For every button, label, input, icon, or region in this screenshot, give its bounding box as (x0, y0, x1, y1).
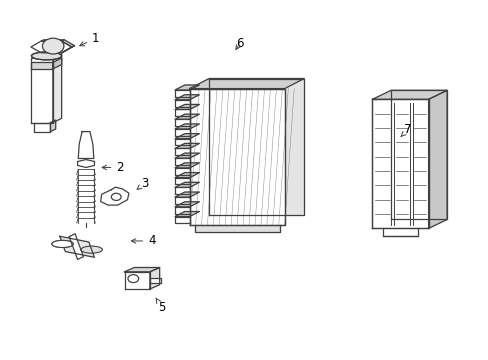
Polygon shape (78, 132, 94, 158)
Polygon shape (31, 41, 72, 53)
Polygon shape (372, 90, 446, 99)
Circle shape (42, 38, 64, 54)
Polygon shape (69, 234, 83, 260)
Circle shape (111, 193, 121, 201)
Polygon shape (175, 187, 189, 194)
Polygon shape (175, 90, 189, 97)
Polygon shape (61, 46, 74, 53)
Polygon shape (175, 177, 189, 184)
Circle shape (128, 275, 139, 283)
Polygon shape (31, 58, 53, 123)
Polygon shape (175, 212, 199, 217)
Polygon shape (427, 90, 446, 228)
Polygon shape (78, 159, 94, 167)
Polygon shape (189, 78, 304, 89)
Polygon shape (189, 89, 284, 225)
Polygon shape (175, 153, 199, 158)
Polygon shape (390, 90, 446, 220)
Polygon shape (175, 100, 189, 107)
Polygon shape (60, 236, 94, 257)
Polygon shape (50, 120, 56, 132)
Polygon shape (175, 119, 189, 126)
Ellipse shape (52, 240, 73, 247)
Polygon shape (175, 172, 199, 177)
Polygon shape (175, 114, 199, 119)
Polygon shape (175, 139, 189, 145)
Polygon shape (124, 267, 159, 272)
Polygon shape (53, 58, 61, 69)
Polygon shape (175, 85, 199, 90)
Polygon shape (175, 148, 189, 155)
Text: 1: 1 (80, 32, 100, 46)
Text: 6: 6 (235, 37, 243, 50)
Polygon shape (175, 217, 189, 223)
Polygon shape (175, 182, 199, 187)
Polygon shape (194, 225, 279, 232)
Ellipse shape (52, 240, 73, 247)
Polygon shape (383, 228, 417, 236)
Polygon shape (61, 40, 74, 47)
Polygon shape (175, 143, 199, 148)
Ellipse shape (31, 52, 61, 60)
Polygon shape (175, 197, 189, 204)
Polygon shape (175, 163, 199, 168)
Polygon shape (34, 123, 50, 132)
Polygon shape (175, 168, 189, 175)
Polygon shape (372, 99, 427, 228)
Polygon shape (175, 124, 199, 129)
Polygon shape (175, 207, 189, 213)
Text: 5: 5 (156, 298, 165, 314)
Polygon shape (175, 192, 199, 197)
Polygon shape (175, 129, 189, 136)
Polygon shape (175, 134, 199, 139)
Polygon shape (175, 202, 199, 207)
Polygon shape (175, 109, 189, 116)
Text: 7: 7 (400, 123, 411, 136)
Polygon shape (53, 54, 61, 123)
Ellipse shape (81, 246, 102, 253)
Polygon shape (31, 62, 53, 69)
Polygon shape (209, 78, 304, 215)
Polygon shape (101, 187, 129, 205)
Polygon shape (124, 272, 150, 289)
Polygon shape (175, 95, 199, 100)
Text: 3: 3 (137, 177, 148, 190)
Polygon shape (175, 158, 189, 165)
Polygon shape (150, 278, 160, 283)
Text: 4: 4 (131, 234, 155, 247)
Polygon shape (175, 104, 199, 109)
Polygon shape (41, 40, 64, 41)
Polygon shape (150, 267, 159, 289)
Text: 2: 2 (102, 161, 123, 174)
